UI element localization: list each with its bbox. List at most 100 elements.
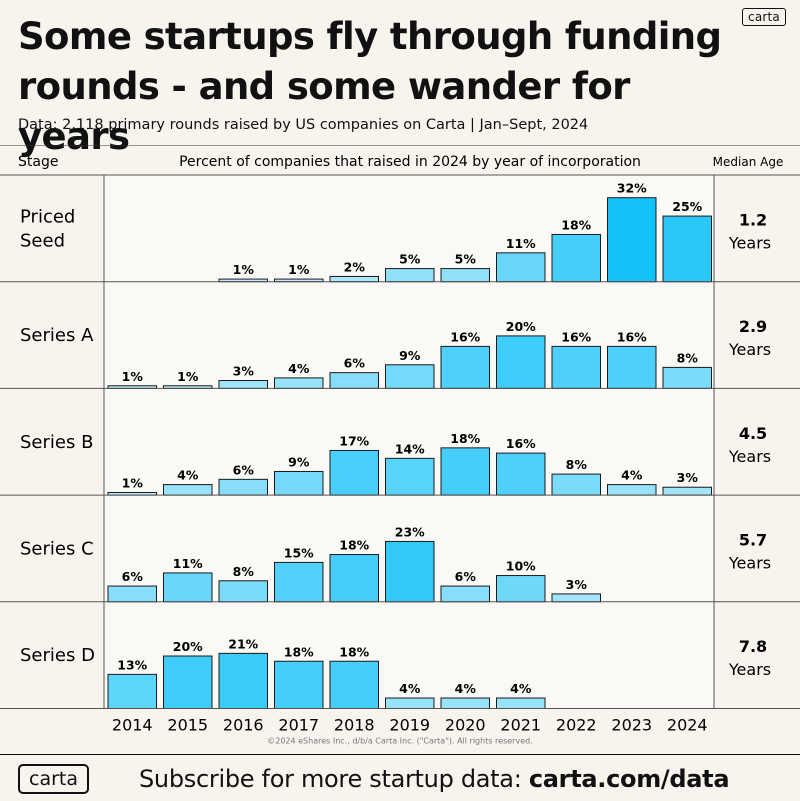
subtitle: Data: 2,118 primary rounds raised by US …	[18, 117, 589, 133]
bar	[163, 572, 213, 603]
median-age-value: 4.5	[739, 424, 767, 443]
median-age-unit: Years	[728, 340, 771, 359]
median-age-value: 1.2	[739, 210, 767, 229]
stage-label: Series A	[20, 325, 94, 346]
bar-value-label: 18%	[450, 431, 480, 446]
bar-value-label: 4%	[455, 681, 477, 696]
bar-value-label: 10%	[506, 559, 536, 574]
bar	[551, 233, 601, 283]
bar	[163, 655, 213, 709]
chart-title: Percent of companies that raised in 2024…	[179, 154, 641, 170]
bar	[329, 372, 379, 389]
bar	[107, 673, 157, 709]
median-age-value: 7.8	[739, 637, 767, 656]
x-tick-label: 2023	[611, 716, 652, 735]
carta-logo-bottom: carta	[18, 764, 89, 794]
bar-value-label: 11%	[173, 556, 203, 571]
carta-logo-top: carta	[742, 8, 786, 26]
bar-value-label: 4%	[621, 468, 643, 483]
page-title: Some startups fly through funding rounds…	[18, 12, 738, 162]
median-age-unit: Years	[728, 553, 771, 572]
bar	[551, 593, 601, 603]
bar	[218, 580, 268, 603]
bar-value-label: 21%	[228, 636, 258, 651]
bar-value-label: 16%	[617, 329, 647, 344]
bar	[440, 585, 490, 603]
bar-value-label: 32%	[617, 181, 647, 196]
bar	[496, 252, 546, 283]
bar-value-label: 4%	[177, 468, 199, 483]
bar-value-label: 3%	[233, 364, 255, 379]
bar	[218, 652, 268, 709]
bar	[329, 275, 379, 283]
bar-value-label: 1%	[122, 475, 144, 490]
bar	[385, 268, 435, 283]
stage-label: Series B	[20, 432, 93, 453]
bar-value-label: 18%	[339, 644, 369, 659]
x-tick-label: 2018	[334, 716, 375, 735]
footer: carta Subscribe for more startup data: c…	[0, 754, 800, 801]
bar-value-label: 4%	[399, 681, 421, 696]
bar-value-label: 4%	[510, 681, 532, 696]
bar-value-label: 25%	[672, 199, 702, 214]
bar-value-label: 9%	[399, 348, 421, 363]
copyright: ©2024 eShares Inc., d/b/a Carta Inc. ("C…	[267, 737, 533, 746]
subscribe-cta[interactable]: Subscribe for more startup data: carta.c…	[139, 764, 730, 794]
bar-value-label: 5%	[399, 252, 421, 267]
bar-value-label: 16%	[450, 329, 480, 344]
bar-value-label: 6%	[344, 356, 366, 371]
bar-value-label: 13%	[117, 657, 147, 672]
bar	[163, 484, 213, 496]
stage-label: Priced	[20, 206, 75, 227]
bar-value-label: 18%	[284, 644, 314, 659]
bar-value-label: 1%	[288, 262, 310, 277]
bar	[218, 380, 268, 389]
bar	[274, 377, 324, 389]
bar-value-label: 6%	[122, 569, 144, 584]
x-tick-label: 2015	[167, 716, 208, 735]
bar-value-label: 8%	[677, 350, 699, 365]
bar	[385, 697, 435, 709]
median-age-unit: Years	[728, 660, 771, 679]
bar	[385, 540, 435, 603]
stage-label: Series D	[20, 645, 95, 666]
bar	[274, 561, 324, 603]
bar	[607, 197, 657, 283]
bar-value-label: 23%	[395, 524, 425, 539]
bar	[551, 345, 601, 389]
bar	[496, 697, 546, 709]
bar-value-label: 14%	[395, 441, 425, 456]
stage-label: Seed	[20, 230, 65, 251]
bar-value-label: 2%	[344, 259, 366, 274]
bar	[662, 366, 712, 389]
bar-value-label: 18%	[561, 217, 591, 232]
bar-value-label: 6%	[455, 569, 477, 584]
bar-value-label: 1%	[233, 262, 255, 277]
bar-value-label: 16%	[506, 436, 536, 451]
subscribe-text: Subscribe for more startup data:	[139, 765, 522, 793]
x-tick-label: 2020	[445, 716, 486, 735]
x-tick-label: 2019	[389, 716, 430, 735]
x-tick-label: 2021	[500, 716, 541, 735]
stage-label: Series C	[20, 538, 94, 559]
bar-value-label: 4%	[288, 361, 310, 376]
x-tick-label: 2022	[556, 716, 597, 735]
bar-value-label: 17%	[339, 433, 369, 448]
bar	[329, 660, 379, 709]
bar	[218, 478, 268, 496]
bar-value-label: 11%	[506, 236, 536, 251]
bar	[385, 364, 435, 389]
bar-value-label: 20%	[506, 319, 536, 334]
bar-value-label: 8%	[233, 564, 255, 579]
title-line-1: Some startups fly through funding	[18, 15, 722, 58]
bar	[551, 473, 601, 496]
subscribe-link[interactable]: carta.com/data	[528, 765, 730, 793]
bar-value-label: 20%	[173, 639, 203, 654]
bar-value-label: 8%	[566, 457, 588, 472]
stage-header: Stage	[18, 154, 58, 170]
funding-rounds-chart: Stage Percent of companies that raised in…	[0, 145, 800, 746]
bar	[496, 452, 546, 496]
bar-value-label: 5%	[455, 252, 477, 267]
bar	[274, 660, 324, 709]
bar	[440, 447, 490, 496]
